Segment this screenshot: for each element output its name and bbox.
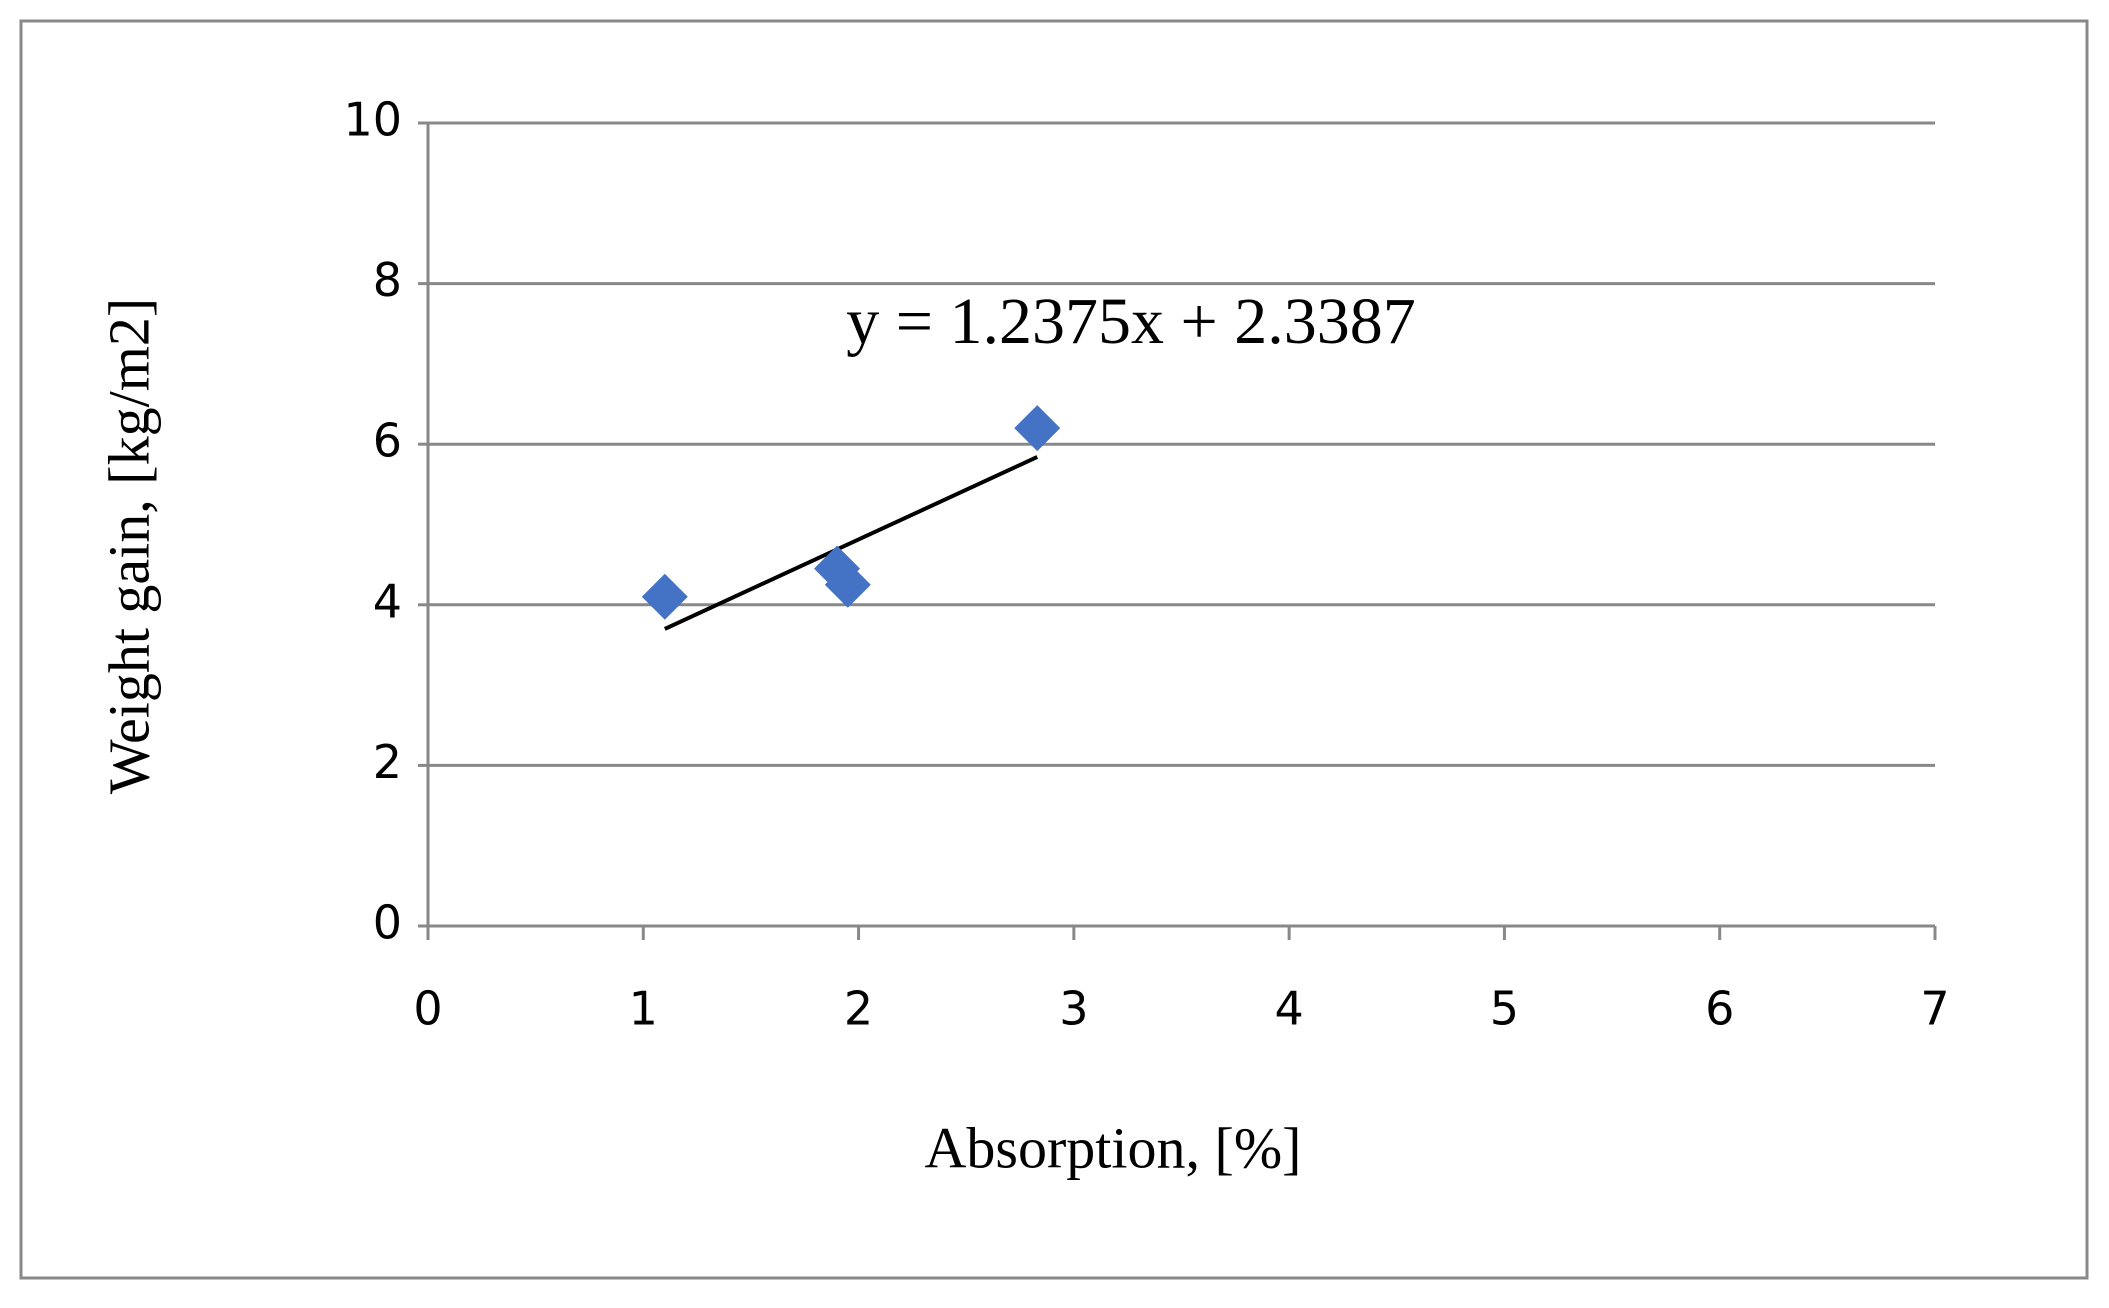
y-tick-label: 4 <box>373 574 402 628</box>
scatter-point <box>824 561 871 608</box>
trendline <box>663 455 1039 631</box>
y-tick-label: 8 <box>373 253 402 307</box>
x-tick-label: 4 <box>1275 982 1304 1036</box>
trendline-equation: y = 1.2375x + 2.3387 <box>846 285 1415 358</box>
y-tick-label: 2 <box>373 735 402 789</box>
x-tick-label: 0 <box>413 982 442 1036</box>
x-tick-label: 5 <box>1490 982 1519 1036</box>
x-tick-label: 1 <box>629 982 658 1036</box>
x-tick-label: 7 <box>1920 982 1949 1036</box>
y-tick-label: 10 <box>343 93 402 147</box>
y-tick-label: 0 <box>373 896 402 950</box>
scatter-point <box>641 573 688 620</box>
x-tick-label: 2 <box>844 982 873 1036</box>
y-axis-title: Weight gain, [kg/m2] <box>96 298 161 794</box>
scatter-point <box>1014 405 1061 452</box>
x-tick-label: 3 <box>1059 982 1088 1036</box>
x-tick-label: 6 <box>1705 982 1734 1036</box>
x-axis-title: Absorption, [%] <box>925 1115 1302 1180</box>
chart-border <box>19 19 2089 1280</box>
y-tick-label: 6 <box>373 414 402 468</box>
